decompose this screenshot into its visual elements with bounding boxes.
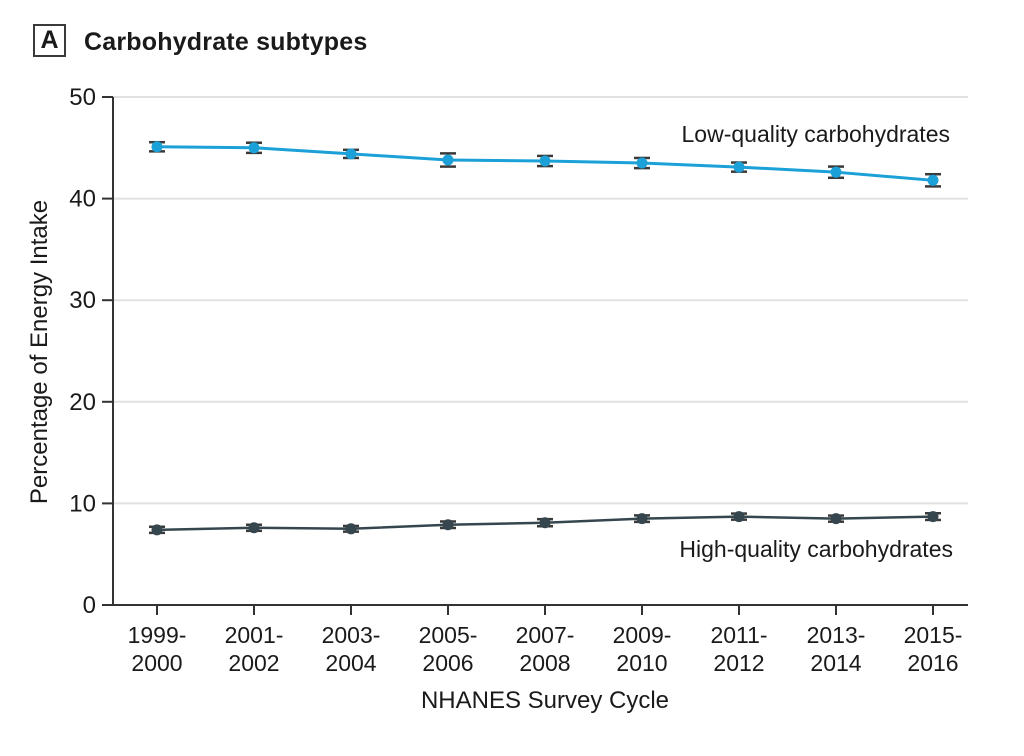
data-point-marker [830, 513, 842, 525]
y-axis-title: Percentage of Energy Intake [26, 200, 53, 504]
data-point-marker [151, 141, 163, 153]
y-tick-label: 0 [83, 592, 96, 619]
x-axis-title: NHANES Survey Cycle [421, 687, 669, 714]
data-point-marker [636, 157, 648, 169]
panel-label: A [40, 26, 59, 54]
data-point-marker [733, 161, 745, 173]
x-tick-label: 2007-2008 [516, 622, 575, 676]
figure-title: Carbohydrate subtypes [84, 28, 368, 56]
x-tick-label: 2011-2012 [710, 622, 767, 676]
x-tick-label: 2001-2002 [225, 622, 284, 676]
y-tick-label: 20 [69, 389, 96, 416]
series-label-low-quality: Low-quality carbohydrates [682, 121, 950, 147]
chart-generated: 0 10 20 30 40 50 1999-2000 2001-2002 2003-2004 20… [69, 84, 968, 676]
panel-label-box: A [33, 24, 66, 57]
data-point-marker [442, 519, 454, 531]
data-point-marker [442, 154, 454, 166]
data-point-marker [345, 148, 357, 160]
data-point-marker [539, 517, 551, 529]
data-point-marker [830, 166, 842, 178]
data-point-marker [927, 511, 939, 523]
data-point-marker [151, 524, 163, 536]
x-tick-label: 1999-2000 [128, 622, 187, 676]
x-tick-label: 2009-2010 [613, 622, 672, 676]
x-tick-label: 2013-2014 [807, 622, 866, 676]
data-point-marker [248, 142, 260, 154]
x-tick-label: 2015-2016 [904, 622, 963, 676]
data-point-marker [733, 511, 745, 523]
y-tick-label: 10 [69, 490, 96, 517]
y-tick-label: 50 [69, 84, 96, 111]
data-point-marker [248, 522, 260, 534]
data-point-marker [636, 513, 648, 525]
data-point-marker [539, 155, 551, 167]
x-tick-label: 2005-2006 [419, 622, 478, 676]
y-tick-label: 30 [69, 287, 96, 314]
data-point-marker [345, 523, 357, 535]
series-label-high-quality: High-quality carbohydrates [679, 536, 953, 562]
y-tick-label: 40 [69, 186, 96, 213]
x-tick-label: 2003-2004 [322, 622, 381, 676]
data-point-marker [927, 174, 939, 186]
